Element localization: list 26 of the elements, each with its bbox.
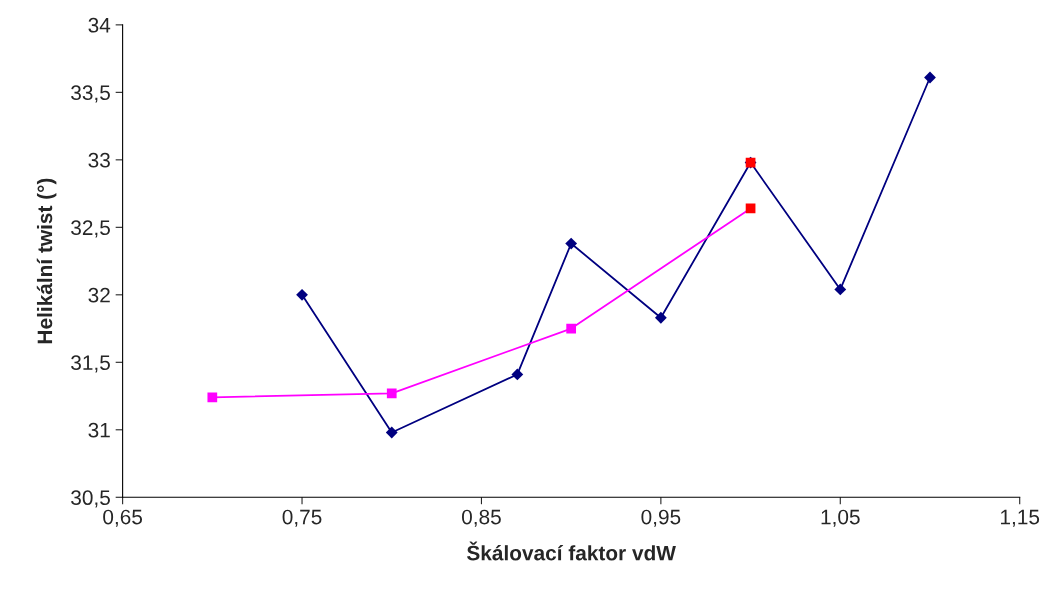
point — [296, 288, 308, 301]
y-tick-label: 31 — [88, 422, 110, 438]
x-tick-label: 0,65 — [103, 509, 143, 527]
y-tick-label: 33,5 — [71, 85, 110, 103]
point — [834, 283, 847, 296]
x-tick-label: 0,85 — [461, 509, 501, 527]
y-tick-label: 32 — [88, 287, 110, 303]
point — [386, 388, 397, 399]
y-axis-title: Helikální twist (°) — [36, 178, 57, 344]
x-tick-label: 1,15 — [1001, 509, 1040, 527]
point — [566, 323, 577, 334]
x-axis-title: Škálovací faktor vdW — [466, 541, 676, 561]
point — [924, 71, 936, 84]
point — [207, 392, 218, 403]
point — [385, 426, 398, 439]
point — [565, 237, 578, 250]
x-tick-label: 0,95 — [641, 509, 681, 527]
y-tick-label: 32,5 — [71, 220, 110, 238]
y-tick-label: 31,5 — [71, 355, 110, 373]
x-tick-label: 1,05 — [821, 509, 860, 527]
y-tick-label: 34 — [88, 17, 111, 33]
y-tick-label: 33 — [88, 152, 110, 168]
point — [511, 368, 524, 381]
y-tick-label: 30,5 — [71, 490, 110, 508]
x-tick-label: 0,75 — [282, 509, 322, 527]
point — [654, 311, 667, 324]
